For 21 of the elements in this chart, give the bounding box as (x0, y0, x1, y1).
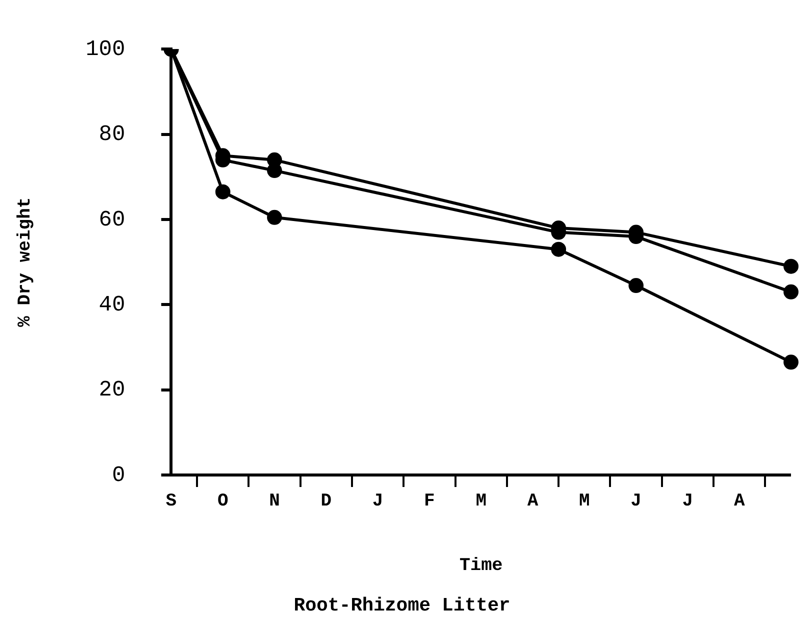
x-tick-label: M (476, 491, 487, 512)
x-tick-label: J (630, 491, 642, 512)
x-tick-label: F (424, 491, 435, 512)
text: Root-Rhizome Litter (294, 594, 510, 616)
y-tick-label: 0 (112, 462, 126, 488)
y-tick-label: 80 (98, 122, 126, 148)
x-tick-label: J (682, 491, 694, 512)
x-tick-label: N (269, 491, 280, 512)
x-tick-label: O (217, 491, 228, 512)
x-tick-label: S (166, 491, 177, 512)
y-tick-label: 100 (86, 37, 126, 62)
x-tick-label: A (527, 491, 538, 512)
x-tick-label: J (372, 491, 384, 512)
y-tick-label: 40 (98, 292, 126, 318)
x-axis-title: Time (459, 556, 503, 576)
x-tick-label: M (578, 491, 590, 512)
x-tick-label: A (734, 491, 745, 512)
y-tick-label: 20 (98, 378, 126, 403)
x-tick-label: D (320, 491, 332, 512)
y-axis-title: % Dry weight (15, 197, 36, 327)
y-tick-label: 60 (98, 207, 126, 232)
